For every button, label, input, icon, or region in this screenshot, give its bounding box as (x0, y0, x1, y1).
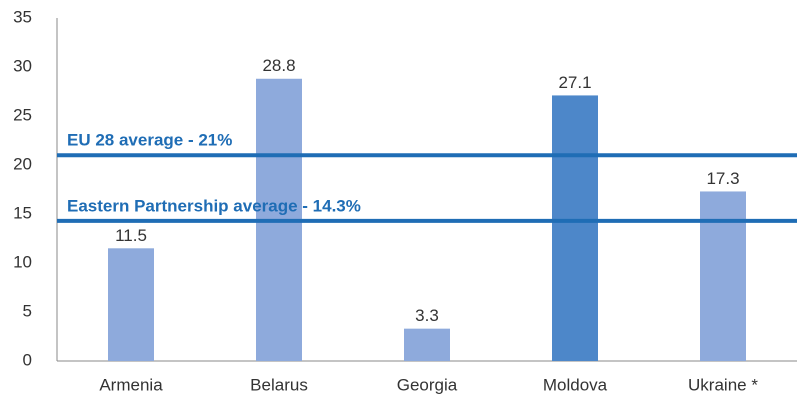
reference-label: Eastern Partnership average - 14.3% (67, 196, 361, 215)
x-tick-label: Armenia (99, 375, 163, 394)
value-label: 27.1 (558, 73, 591, 92)
x-tick-label: Ukraine * (688, 375, 758, 394)
x-tick-label: Moldova (543, 375, 608, 394)
value-label: 17.3 (706, 169, 739, 188)
bar (552, 95, 598, 362)
bar (108, 248, 154, 361)
y-tick-label: 20 (13, 154, 32, 173)
y-tick-label: 35 (13, 7, 32, 26)
bar (700, 191, 746, 361)
y-tick-label: 15 (13, 203, 32, 222)
y-tick-label: 10 (13, 252, 32, 271)
value-label: 28.8 (262, 56, 295, 75)
y-tick-label: 30 (13, 56, 32, 75)
y-tick-label: 0 (23, 350, 32, 369)
x-tick-label: Belarus (250, 375, 308, 394)
y-tick-label: 25 (13, 105, 32, 124)
x-tick-label: Georgia (397, 375, 458, 394)
value-label: 11.5 (115, 226, 147, 245)
reference-label: EU 28 average - 21% (67, 131, 232, 150)
value-label: 3.3 (415, 306, 439, 325)
bar (404, 328, 450, 361)
y-tick-label: 5 (23, 301, 32, 320)
